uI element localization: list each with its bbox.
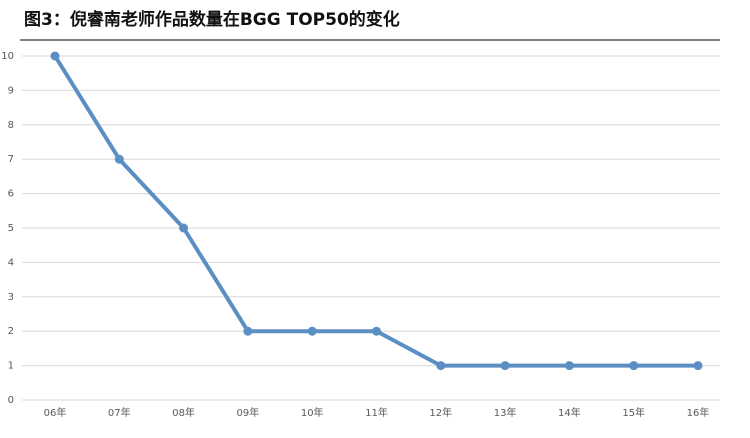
y-tick-label: 4 [8, 257, 14, 268]
y-tick-label: 3 [8, 292, 14, 303]
x-tick-label: 07年 [108, 406, 131, 419]
x-tick-label: 06年 [44, 406, 67, 419]
point [243, 326, 253, 336]
y-tick-label: 7 [8, 154, 14, 165]
x-tick-label: 13年 [494, 406, 517, 419]
x-tick-label: 14年 [558, 406, 581, 419]
point [500, 361, 510, 371]
y-tick-label: 10 [1, 51, 14, 62]
x-tick-label: 09年 [237, 406, 260, 419]
y-tick-label: 8 [8, 120, 14, 131]
y-tick-label: 9 [8, 85, 14, 96]
point [179, 223, 189, 233]
y-tick-label: 5 [8, 223, 14, 234]
x-tick-label: 11年 [365, 406, 388, 419]
y-tick-label: 2 [8, 326, 14, 337]
point [372, 326, 381, 336]
y-tick-label: 6 [8, 189, 14, 200]
x-tick-label: 16年 [687, 406, 710, 419]
point [436, 361, 446, 371]
series-line [53, 54, 698, 368]
x-tick-label: 12年 [429, 406, 452, 419]
x-tick-label: 08年 [172, 406, 195, 419]
point [629, 361, 639, 371]
point [564, 361, 574, 371]
point [114, 154, 124, 164]
point [693, 361, 703, 371]
y-tick-label: 0 [8, 395, 14, 406]
point [50, 51, 60, 61]
x-tick-label: 15年 [622, 406, 645, 419]
point [307, 326, 317, 336]
chart-title: 图3：倪睿南老师作品数量在BGG TOP50的变化 [24, 9, 400, 30]
x-tick-label: 10年 [301, 406, 324, 419]
y-tick-label: 1 [8, 361, 14, 372]
